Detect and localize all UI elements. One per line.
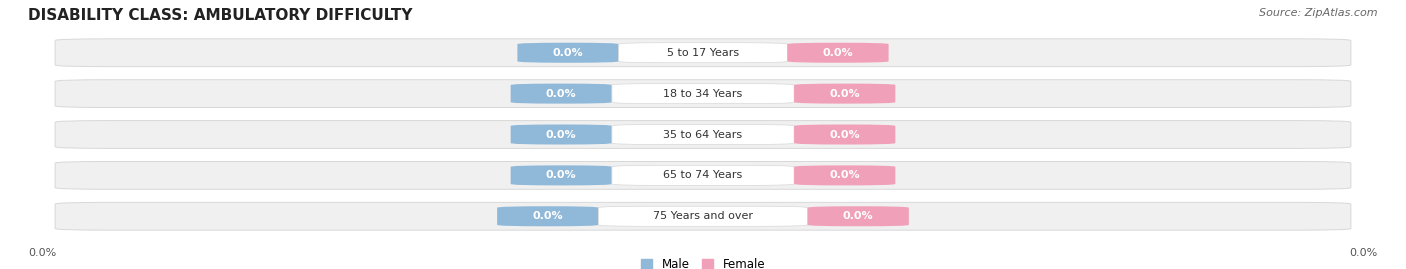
Text: 0.0%: 0.0% (546, 170, 576, 180)
Text: DISABILITY CLASS: AMBULATORY DIFFICULTY: DISABILITY CLASS: AMBULATORY DIFFICULTY (28, 8, 412, 23)
FancyBboxPatch shape (794, 125, 896, 144)
FancyBboxPatch shape (794, 84, 896, 104)
FancyBboxPatch shape (794, 165, 896, 185)
Text: 0.0%: 0.0% (546, 89, 576, 99)
FancyBboxPatch shape (612, 165, 794, 185)
FancyBboxPatch shape (787, 43, 889, 63)
FancyBboxPatch shape (612, 84, 794, 104)
Text: 0.0%: 0.0% (1350, 248, 1378, 258)
Text: 0.0%: 0.0% (553, 48, 583, 58)
FancyBboxPatch shape (510, 165, 612, 185)
Text: 0.0%: 0.0% (830, 89, 860, 99)
Text: 75 Years and over: 75 Years and over (652, 211, 754, 221)
Legend: Male, Female: Male, Female (636, 253, 770, 269)
FancyBboxPatch shape (599, 206, 807, 226)
Text: 0.0%: 0.0% (533, 211, 562, 221)
Text: 0.0%: 0.0% (830, 170, 860, 180)
Text: 18 to 34 Years: 18 to 34 Years (664, 89, 742, 99)
FancyBboxPatch shape (498, 206, 599, 226)
Text: 0.0%: 0.0% (823, 48, 853, 58)
FancyBboxPatch shape (510, 125, 612, 144)
FancyBboxPatch shape (55, 161, 1351, 189)
FancyBboxPatch shape (612, 125, 794, 144)
FancyBboxPatch shape (807, 206, 908, 226)
Text: 0.0%: 0.0% (546, 129, 576, 140)
FancyBboxPatch shape (55, 202, 1351, 230)
FancyBboxPatch shape (517, 43, 619, 63)
FancyBboxPatch shape (510, 84, 612, 104)
Text: Source: ZipAtlas.com: Source: ZipAtlas.com (1260, 8, 1378, 18)
FancyBboxPatch shape (55, 39, 1351, 67)
FancyBboxPatch shape (619, 43, 787, 63)
FancyBboxPatch shape (55, 121, 1351, 148)
Text: 35 to 64 Years: 35 to 64 Years (664, 129, 742, 140)
Text: 0.0%: 0.0% (844, 211, 873, 221)
FancyBboxPatch shape (55, 80, 1351, 108)
Text: 5 to 17 Years: 5 to 17 Years (666, 48, 740, 58)
Text: 65 to 74 Years: 65 to 74 Years (664, 170, 742, 180)
Text: 0.0%: 0.0% (28, 248, 56, 258)
Text: 0.0%: 0.0% (830, 129, 860, 140)
